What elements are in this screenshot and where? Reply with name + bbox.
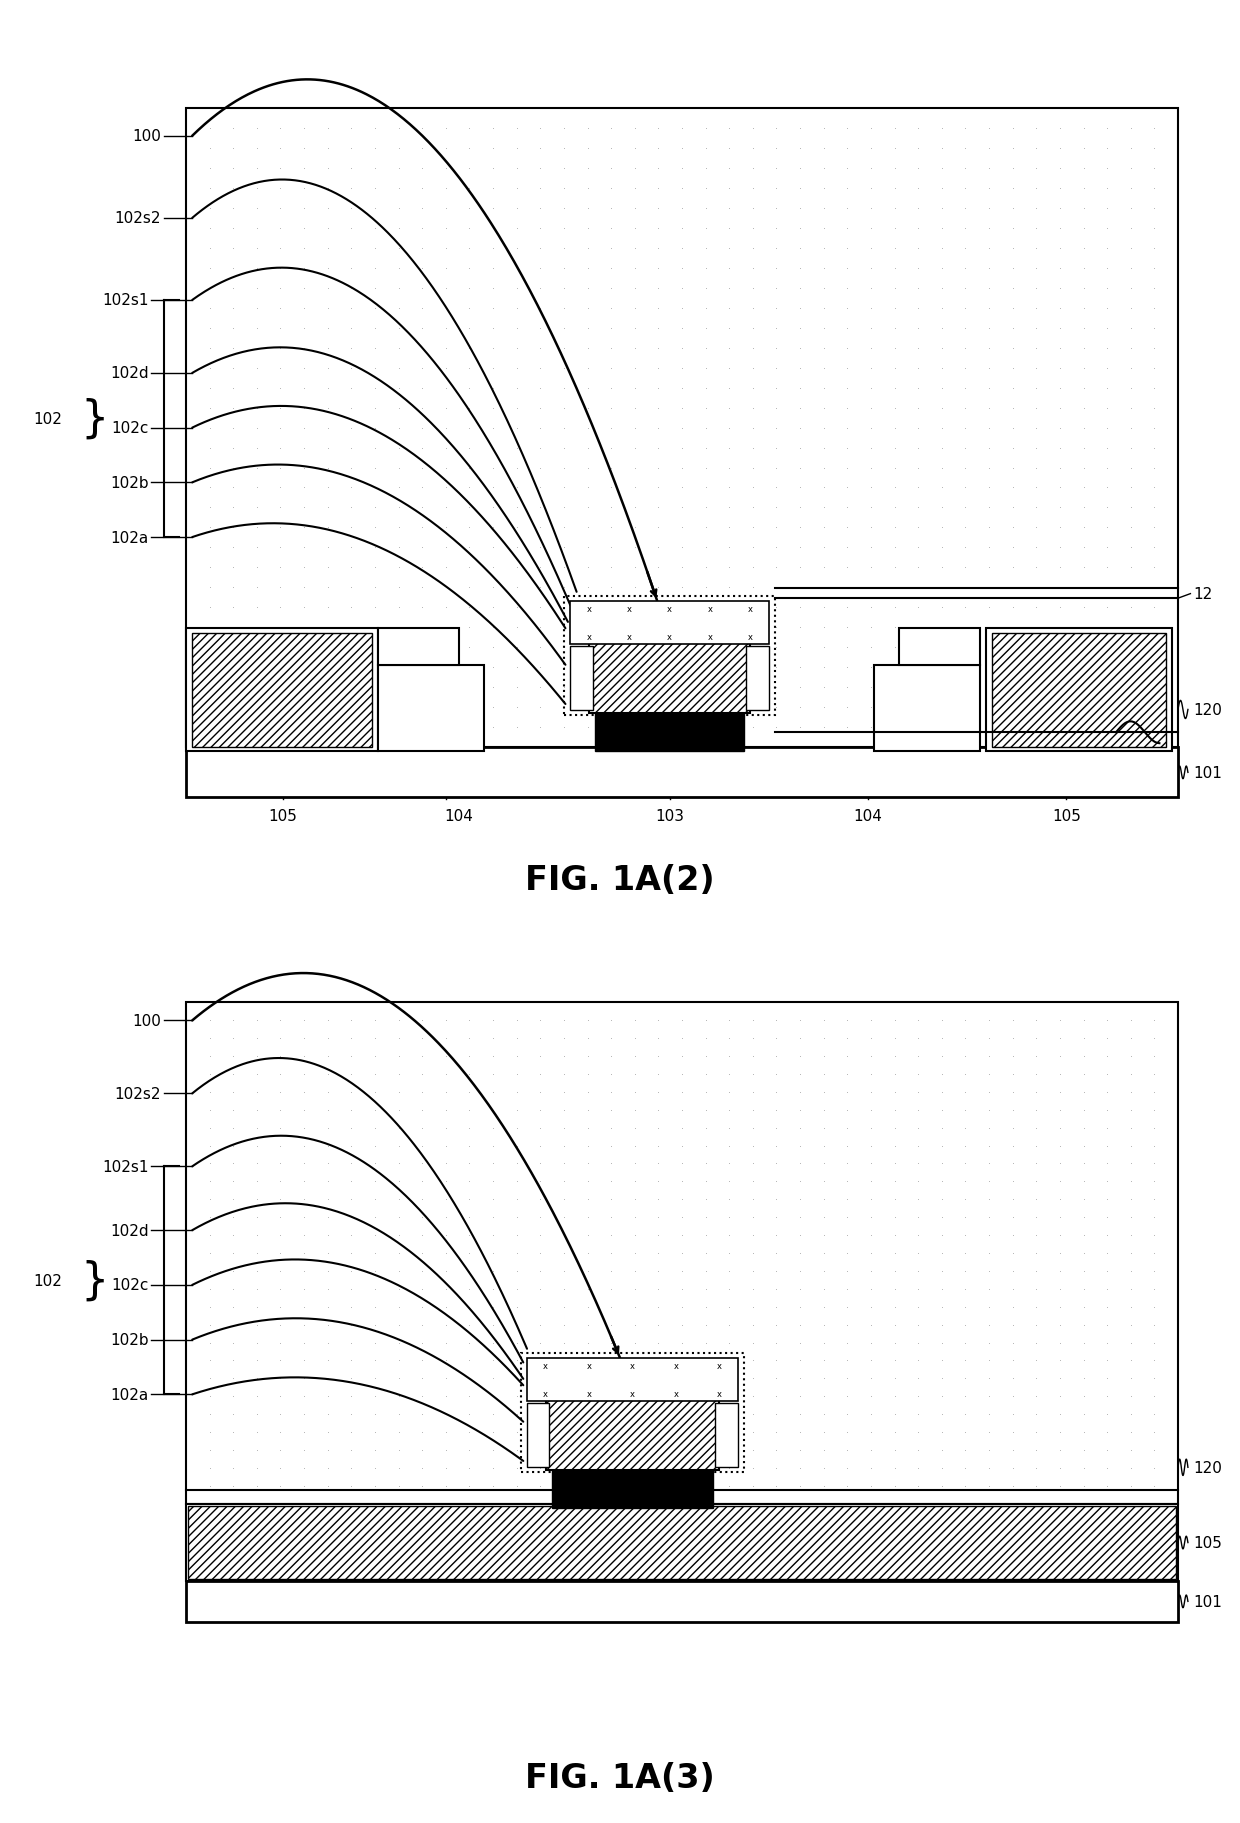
Text: 102s2: 102s2 bbox=[115, 211, 161, 226]
Bar bbox=[589, 644, 750, 715]
Bar bbox=[188, 1506, 1176, 1579]
Text: 102b: 102b bbox=[110, 476, 149, 490]
Bar bbox=[186, 109, 1178, 747]
Text: 102d: 102d bbox=[110, 1223, 149, 1238]
Text: FIG. 1A(3): FIG. 1A(3) bbox=[525, 1761, 715, 1794]
Bar bbox=[378, 629, 459, 665]
Text: x: x bbox=[707, 633, 713, 642]
Bar bbox=[899, 629, 980, 665]
Text: x: x bbox=[748, 605, 753, 613]
Text: x: x bbox=[717, 1362, 722, 1369]
Text: x: x bbox=[587, 605, 591, 613]
Text: 102c: 102c bbox=[112, 421, 149, 436]
Bar bbox=[564, 598, 775, 715]
Text: x: x bbox=[543, 1362, 548, 1369]
Text: 120: 120 bbox=[1193, 702, 1221, 718]
Bar bbox=[595, 713, 744, 751]
Bar bbox=[570, 602, 769, 644]
Text: x: x bbox=[543, 1389, 548, 1398]
Bar bbox=[186, 629, 378, 751]
Bar bbox=[570, 647, 593, 711]
Text: 102s1: 102s1 bbox=[102, 1159, 149, 1174]
Text: 102s1: 102s1 bbox=[102, 294, 149, 308]
Text: x: x bbox=[626, 605, 632, 613]
Text: 104: 104 bbox=[853, 808, 883, 824]
Text: x: x bbox=[587, 1362, 591, 1369]
Bar bbox=[192, 634, 372, 747]
Text: 100: 100 bbox=[133, 1014, 161, 1028]
Bar bbox=[527, 1404, 549, 1468]
Bar bbox=[546, 1396, 719, 1469]
Text: x: x bbox=[587, 633, 591, 642]
Text: 105: 105 bbox=[1193, 1535, 1221, 1550]
Text: x: x bbox=[748, 633, 753, 642]
Bar bbox=[521, 1353, 744, 1473]
Bar bbox=[992, 634, 1166, 747]
Text: x: x bbox=[630, 1389, 635, 1398]
Bar bbox=[552, 1469, 713, 1509]
Text: 102b: 102b bbox=[110, 1333, 149, 1347]
Text: 101: 101 bbox=[1193, 1593, 1221, 1610]
Bar bbox=[378, 665, 484, 751]
Text: x: x bbox=[673, 1362, 678, 1369]
Text: 102d: 102d bbox=[110, 366, 149, 381]
Text: 102: 102 bbox=[33, 1272, 62, 1289]
Text: 102: 102 bbox=[33, 412, 62, 427]
Text: x: x bbox=[707, 605, 713, 613]
Bar bbox=[186, 747, 1178, 798]
Text: x: x bbox=[667, 605, 672, 613]
Text: 102a: 102a bbox=[110, 530, 149, 545]
Text: x: x bbox=[587, 1389, 591, 1398]
Bar bbox=[715, 1404, 738, 1468]
Text: 102c: 102c bbox=[112, 1278, 149, 1293]
Text: x: x bbox=[630, 1362, 635, 1369]
Text: x: x bbox=[673, 1389, 678, 1398]
Bar bbox=[186, 1504, 1178, 1582]
Text: 105: 105 bbox=[1052, 808, 1081, 824]
Text: }: } bbox=[81, 397, 109, 441]
Bar bbox=[986, 629, 1172, 751]
Text: FIG. 1A(2): FIG. 1A(2) bbox=[526, 862, 714, 897]
Bar bbox=[527, 1358, 738, 1400]
Text: 102s2: 102s2 bbox=[115, 1087, 161, 1101]
Text: x: x bbox=[667, 633, 672, 642]
Text: }: } bbox=[81, 1260, 109, 1302]
Text: x: x bbox=[626, 633, 632, 642]
Bar bbox=[186, 1581, 1178, 1622]
Text: 101: 101 bbox=[1193, 766, 1221, 780]
Text: 120: 120 bbox=[1193, 1460, 1221, 1475]
Text: 12: 12 bbox=[1193, 587, 1213, 602]
Text: 104: 104 bbox=[444, 808, 474, 824]
Bar bbox=[874, 665, 980, 751]
Text: 100: 100 bbox=[133, 129, 161, 144]
Bar bbox=[186, 1003, 1178, 1504]
Text: 103: 103 bbox=[655, 808, 684, 824]
Text: 105: 105 bbox=[268, 808, 298, 824]
Bar bbox=[746, 647, 769, 711]
Text: 102a: 102a bbox=[110, 1387, 149, 1402]
Text: x: x bbox=[717, 1389, 722, 1398]
